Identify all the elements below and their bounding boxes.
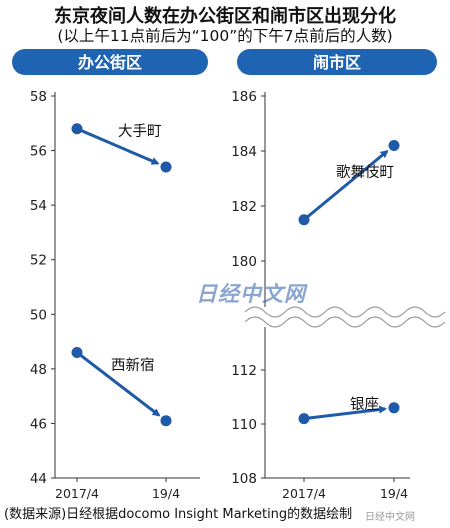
y-tick-label-2-0-2: 184	[231, 144, 257, 160]
chart-subtitle: (以上午11点前后为“100”的下午7点前后的人数)	[57, 27, 393, 45]
y-tick-label-2-1-0: 108	[231, 471, 257, 487]
watermark: 日经中文网	[196, 282, 306, 306]
series-label-1-1: 大手町	[118, 123, 162, 140]
watermark-small: 日经中文网	[365, 512, 415, 523]
series-label-1-2: 西新宿	[111, 357, 155, 374]
series-line-2-2	[303, 405, 388, 421]
y-tick-label-1-0-6: 56	[30, 144, 47, 160]
axis-break-line-2	[244, 316, 446, 328]
data-point-2-1-1	[298, 214, 310, 226]
y-tick-label-1-0-7: 58	[30, 89, 47, 105]
x-tick-label-1-2: 19/4	[152, 486, 180, 501]
chart-title: 东京夜间人数在办公街区和闹市区出现分化	[54, 6, 396, 27]
x-tick-label-1-1: 2017/4	[55, 486, 99, 501]
data-point-1-2-1	[71, 346, 83, 358]
series-line-1-1	[76, 127, 160, 165]
y-tick-label-1-0-2: 48	[30, 362, 47, 378]
panel-title-1: 办公街区	[78, 53, 142, 72]
data-point-1-1-1	[71, 123, 83, 135]
axis-break-line-1	[244, 306, 446, 318]
y-tick-label-2-0-1: 182	[231, 199, 257, 215]
series-line-1-2	[76, 351, 161, 417]
series-label-2-1: 歌舞伎町	[336, 164, 394, 181]
y-tick-label-1-0-1: 46	[30, 416, 47, 432]
data-point-2-1-2	[388, 140, 400, 151]
y-tick-label-2-0-0: 180	[231, 254, 257, 270]
y-tick-label-1-0-3: 50	[30, 307, 47, 323]
series-label-2-2: 银座	[350, 396, 379, 413]
y-tick-label-1-0-0: 44	[30, 471, 47, 487]
series-line-2-1	[303, 149, 389, 221]
x-tick-label-2-2: 19/4	[380, 486, 408, 501]
panel-header-2	[237, 49, 437, 75]
y-tick-label-1-0-4: 52	[30, 253, 47, 269]
data-point-1-2-2	[160, 415, 172, 427]
x-tick-label-2-1: 2017/4	[282, 486, 326, 501]
data-point-2-2-1	[298, 413, 310, 425]
y-tick-label-1-0-5: 54	[30, 198, 47, 214]
panel-header-1	[12, 49, 208, 75]
data-point-1-1-2	[160, 161, 172, 173]
source-note: (数据来源)日经根据docomo Insight Marketing的数据绘制	[4, 507, 353, 522]
y-tick-label-2-1-2: 112	[231, 363, 257, 379]
panel-title-2: 闹市区	[313, 53, 361, 72]
axis-break-gap	[200, 307, 450, 327]
data-point-2-2-2	[388, 402, 400, 414]
y-tick-label-2-1-1: 110	[231, 417, 257, 433]
y-tick-label-2-0-3: 186	[231, 89, 257, 105]
